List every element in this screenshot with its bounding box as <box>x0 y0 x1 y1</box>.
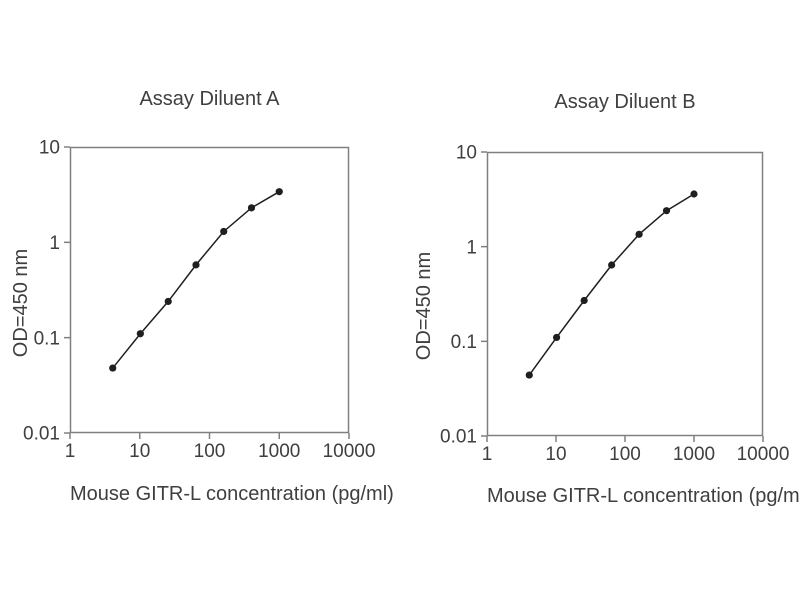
data-point <box>690 190 698 198</box>
data-point <box>192 261 200 269</box>
chart-title: Assay Diluent A <box>139 88 280 110</box>
y-tick-label: 10 <box>39 138 60 159</box>
data-point <box>220 227 228 236</box>
plot-area: 1 10 100 1000 10000 10 1 0.1 0.01 <box>23 138 375 462</box>
plot-border <box>69 146 350 434</box>
data-point <box>247 204 256 212</box>
x-tick-label: 10000 <box>323 441 376 462</box>
x-tick-label: 10000 <box>737 444 790 465</box>
chart-title: Assay Diluent B <box>554 91 696 113</box>
y-tick-label: 0.01 <box>23 424 60 445</box>
data-point <box>608 261 616 269</box>
plot-border <box>486 151 764 437</box>
y-tick-label: 1 <box>466 237 477 258</box>
y-tick-label: 0.1 <box>34 328 60 349</box>
x-tick-label: 10 <box>129 441 150 462</box>
y-tick-label: 0.1 <box>451 332 477 353</box>
data-point <box>662 207 671 215</box>
plot-area: 1 10 100 1000 10000 10 1 0.1 0.01 <box>440 143 789 465</box>
series-line <box>528 193 695 376</box>
data-point <box>109 364 117 372</box>
data-point <box>275 188 283 196</box>
y-axis-label: OD=450 nm <box>10 248 32 358</box>
data-point <box>136 330 144 338</box>
y-axis-label: OD=450 nm <box>413 251 435 361</box>
x-tick-label: 1 <box>65 441 76 462</box>
x-tick-label: 100 <box>194 441 226 462</box>
x-tick-label: 10 <box>545 444 566 465</box>
x-tick-label: 1000 <box>258 441 300 462</box>
y-tick-label: 1 <box>49 233 60 254</box>
series-line <box>112 191 280 369</box>
x-tick-label: 1000 <box>673 444 715 465</box>
data-point <box>164 297 172 306</box>
y-tick-label: 0.01 <box>440 427 477 448</box>
x-axis-label: Mouse GITR-L concentration (pg/ml) <box>70 483 394 505</box>
x-tick-label: 100 <box>609 444 641 465</box>
data-point <box>525 371 533 379</box>
data-point <box>580 296 588 305</box>
data-point <box>552 333 561 342</box>
data-point <box>635 230 643 238</box>
x-tick-label: 1 <box>482 444 493 465</box>
x-axis-label: Mouse GITR-L concentration (pg/ml) <box>487 485 800 507</box>
y-tick-label: 10 <box>456 143 477 164</box>
